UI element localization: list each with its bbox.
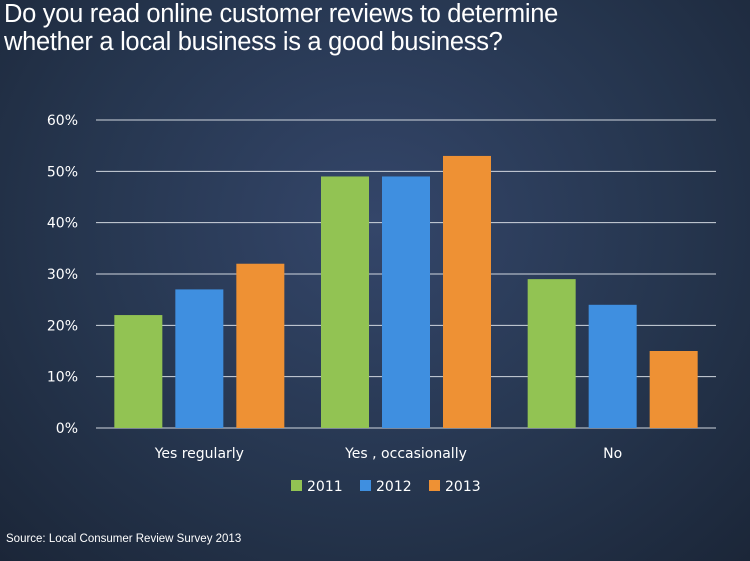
x-tick-label: Yes regularly	[154, 446, 244, 462]
legend-label-2011: 2011	[307, 479, 343, 495]
bar-2011-2	[527, 279, 576, 428]
bar-2011-0	[114, 315, 163, 428]
y-tick-label: 30%	[47, 267, 78, 283]
chart-title: Do you read online customer reviews to d…	[4, 0, 744, 56]
bar-2013-0	[236, 263, 285, 428]
source-note: Source: Local Consumer Review Survey 201…	[6, 533, 242, 545]
legend-swatch-2013	[429, 480, 440, 491]
x-axis-ticks: Yes regularly Yes , occasionally No	[154, 446, 622, 462]
y-tick-label: 10%	[47, 370, 78, 386]
legend-swatch-2011	[291, 480, 302, 491]
bar-2013-1	[443, 155, 491, 428]
bar-2012-2	[588, 304, 637, 428]
chart-title-line-2: whether a local business is a good busin…	[4, 28, 503, 56]
chart-title-line-1: Do you read online customer reviews to d…	[4, 0, 558, 28]
x-tick-label: No	[603, 446, 622, 462]
y-tick-label: 0%	[56, 421, 78, 437]
bar-2013-2	[649, 351, 698, 428]
y-tick-label: 50%	[47, 164, 78, 180]
bar-2011-1	[321, 176, 369, 428]
legend: 2011 2012 2013	[291, 479, 481, 495]
x-tick-label: Yes , occasionally	[344, 446, 467, 462]
y-axis-ticks: 0% 10% 20% 30% 40% 50% 60%	[47, 113, 78, 437]
bar-2012-1	[382, 176, 430, 428]
bars	[114, 155, 698, 428]
y-tick-label: 20%	[47, 318, 78, 334]
legend-label-2012: 2012	[376, 479, 412, 495]
legend-label-2013: 2013	[445, 479, 481, 495]
legend-swatch-2012	[360, 480, 371, 491]
y-tick-label: 60%	[47, 113, 78, 129]
bar-2012-0	[175, 289, 224, 428]
y-tick-label: 40%	[47, 216, 78, 232]
